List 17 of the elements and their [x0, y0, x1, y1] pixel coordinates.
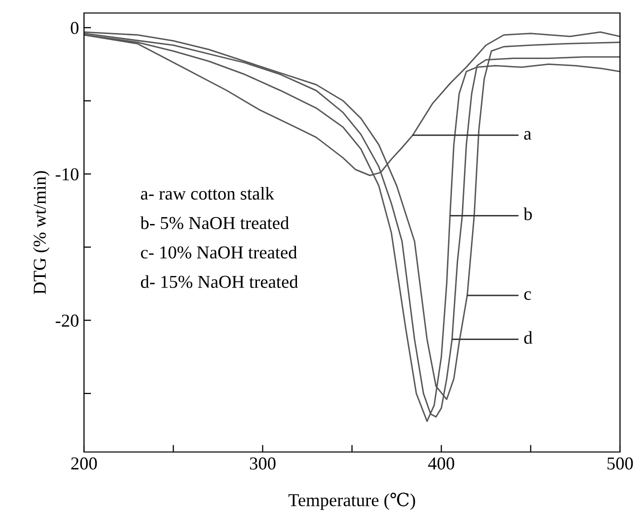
annotation: d- 15% NaOH treated: [140, 275, 298, 288]
x-tick-label: 200: [71, 457, 97, 470]
annotation: b: [524, 207, 532, 220]
x-tick-label: 500: [608, 457, 633, 470]
annotation: a: [524, 131, 532, 140]
y-tick-label: 0: [70, 22, 78, 34]
annotation: a- raw cotton stalk: [140, 187, 274, 200]
annotation: b- 5% NaOH treated: [140, 216, 289, 230]
x-axis-title: Temperature (℃): [288, 492, 416, 510]
annotation: c: [524, 291, 531, 300]
y-axis-title: DTG (% wt/min): [33, 171, 50, 294]
y-tick-label: -10: [56, 168, 78, 180]
x-tick-label: 400: [428, 457, 454, 470]
y-tick-label: -20: [56, 314, 78, 327]
annotation: d: [524, 331, 532, 344]
x-tick-label: 300: [250, 457, 276, 470]
annotation: c- 10% NaOH treated: [140, 246, 297, 259]
